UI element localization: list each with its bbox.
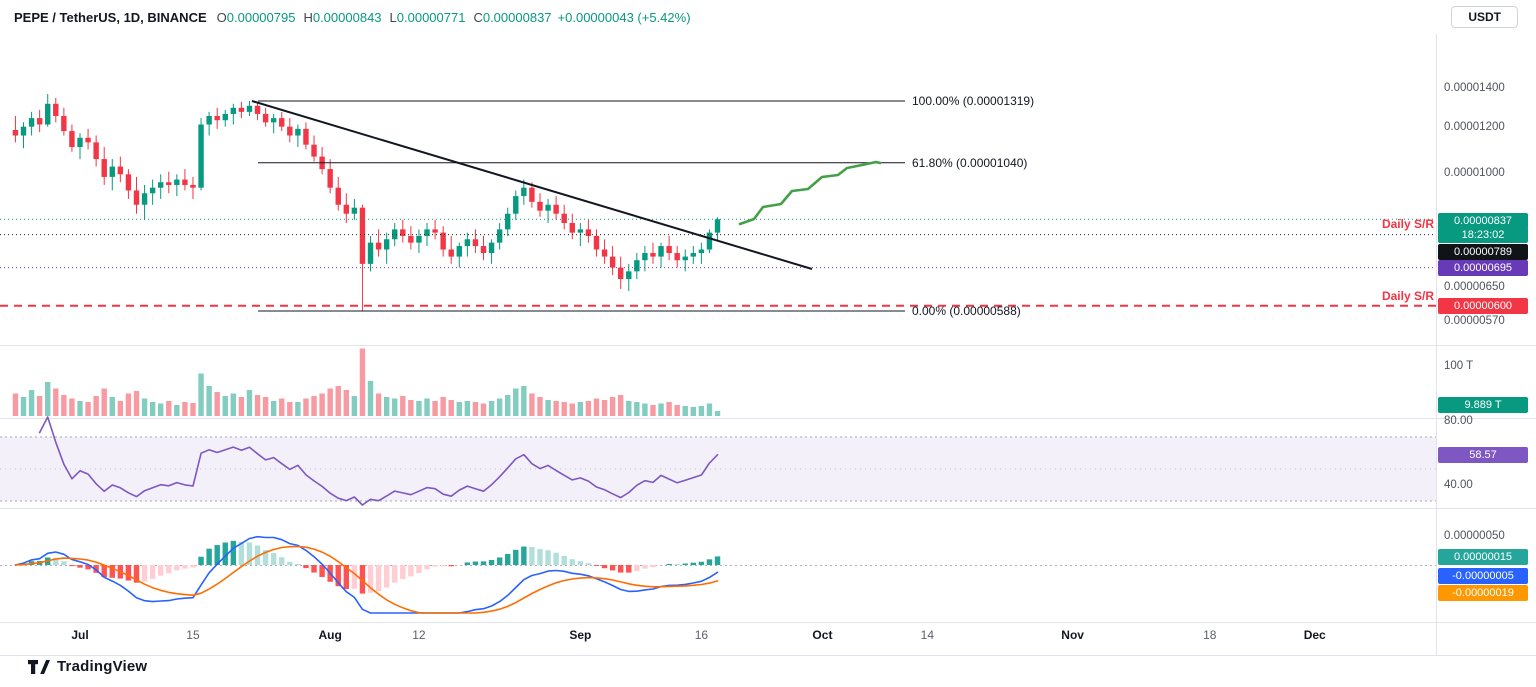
chart-header: PEPE / TetherUS, 1D, BINANCE O0.00000795… — [0, 0, 1536, 34]
macd-line — [14, 535, 719, 614]
rsi-band — [0, 436, 1436, 502]
pane-separators — [0, 34, 1536, 656]
tradingview-logo[interactable]: TradingView — [28, 658, 147, 675]
trendline-drawing[interactable] — [251, 100, 813, 270]
currency-toggle-button[interactable]: USDT — [1451, 6, 1518, 28]
fib-retracement[interactable] — [258, 100, 905, 312]
candlestick-wicks — [14, 93, 719, 312]
projection-drawing[interactable] — [738, 160, 882, 226]
tradingview-logo-icon — [28, 659, 50, 674]
price-change: +0.00000043 (+5.42%) — [557, 9, 691, 25]
rsi-line — [38, 416, 719, 506]
level-lines[interactable] — [0, 218, 1436, 307]
symbol-title[interactable]: PEPE / TetherUS, 1D, BINANCE — [14, 9, 207, 25]
ohlc-item: O0.00000795 — [216, 9, 296, 25]
candlestick-series — [12, 103, 721, 280]
ohlc-item: C0.00000837 — [473, 9, 552, 25]
macd-signal-line — [14, 545, 719, 614]
volume-series — [12, 348, 721, 416]
ohlc-item: L0.00000771 — [389, 9, 466, 25]
macd-histogram — [20, 540, 721, 594]
ohlc-readout: O0.00000795 H0.00000843 L0.00000771 C0.0000… — [217, 10, 552, 25]
tradingview-logo-text: TradingView — [57, 658, 148, 675]
ohlc-item: H0.00000843 — [303, 9, 382, 25]
